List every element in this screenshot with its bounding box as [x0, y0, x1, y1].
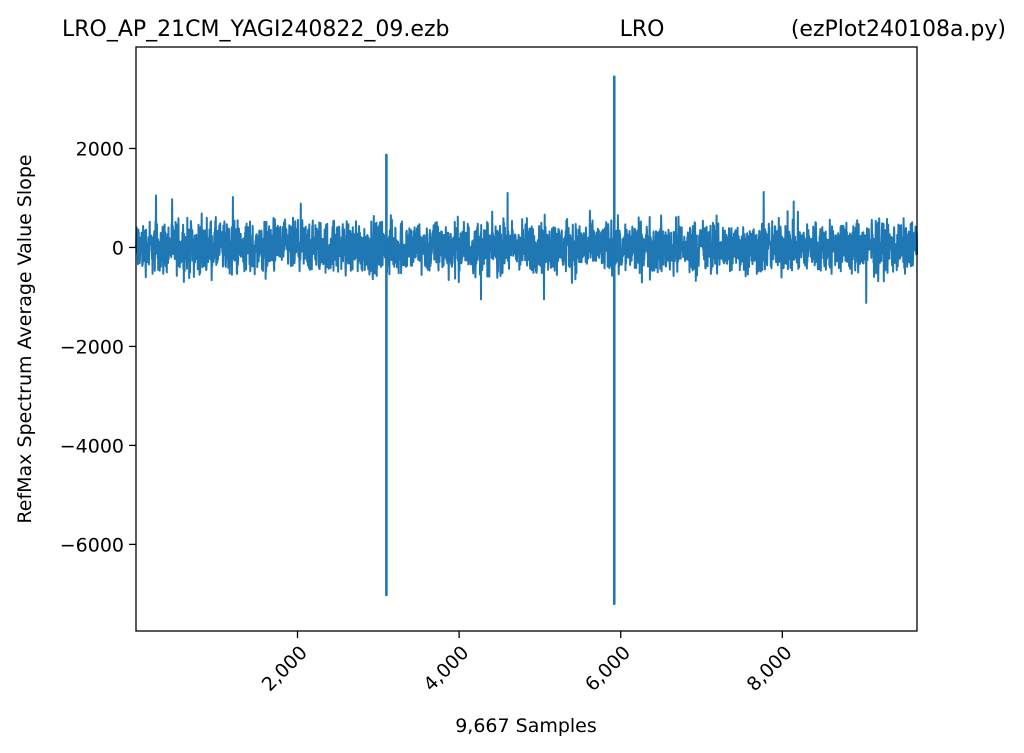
y-axis: 2000 0 −2000 −4000 −6000 [60, 138, 136, 556]
x-tick-label: 2,000 [258, 642, 312, 696]
title-script: (ezPlot240108a.py) [791, 17, 1006, 42]
x-tick-label: 4,000 [419, 642, 473, 696]
y-tick-label: −6000 [60, 534, 124, 556]
x-axis-label: 9,667 Samples [455, 715, 597, 737]
y-tick-label: −4000 [60, 435, 124, 457]
title-filename: LRO_AP_21CM_YAGI240822_09.ezb [62, 17, 449, 42]
title-station: LRO [620, 17, 665, 42]
x-tick-label: 8,000 [743, 642, 797, 696]
y-tick-label: −2000 [60, 336, 124, 358]
series-line [135, 191, 918, 304]
y-tick-label: 0 [112, 237, 124, 259]
chart-title: LRO_AP_21CM_YAGI240822_09.ezb LRO (ezPlo… [62, 17, 1006, 42]
y-axis-label: RefMax Spectrum Average Value Slope [14, 154, 36, 523]
series-layer [135, 75, 918, 606]
x-axis: 2,000 4,000 6,000 8,000 [258, 631, 797, 696]
x-tick-label: 6,000 [581, 642, 635, 696]
plot-frame [135, 46, 918, 632]
y-tick-label: 2000 [76, 138, 124, 160]
